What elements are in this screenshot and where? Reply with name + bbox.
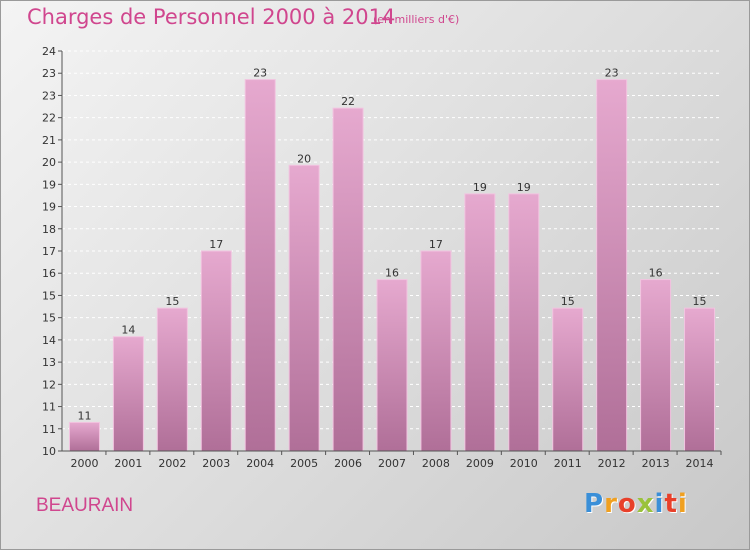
y-tick-label: 14 <box>42 334 56 347</box>
y-tick-label: 12 <box>42 378 56 391</box>
data-label: 14 <box>121 324 135 337</box>
data-label: 17 <box>209 238 223 251</box>
y-tick-label: 22 <box>42 112 56 125</box>
y-tick-label: 17 <box>42 245 56 258</box>
data-label: 15 <box>165 295 179 308</box>
data-label: 16 <box>649 267 663 280</box>
x-tick-label: 2012 <box>598 457 626 470</box>
bar <box>112 336 144 452</box>
data-label: 20 <box>297 152 311 165</box>
axes: 10 11 11 12 13 14 15 15 16 17 18 19 19 20 21 22 23 23 24 20… <box>42 45 722 470</box>
x-tick-label: 2014 <box>686 457 714 470</box>
bar <box>200 250 232 452</box>
y-tick-label: 11 <box>42 423 56 436</box>
x-tick-label: 2003 <box>202 457 230 470</box>
logo-letter: i <box>677 489 688 519</box>
bar <box>552 307 584 452</box>
data-label: 17 <box>429 238 443 251</box>
bars <box>68 79 716 452</box>
y-tick-label: 20 <box>42 156 56 169</box>
bar <box>68 421 100 452</box>
logo-letter: P <box>584 489 605 519</box>
data-label: 23 <box>605 67 619 80</box>
x-tick-label: 2001 <box>114 457 142 470</box>
logo-letter: x <box>636 489 655 519</box>
x-tick-label: 2006 <box>334 457 362 470</box>
bar <box>420 250 452 452</box>
y-tick-label: 19 <box>42 201 56 214</box>
x-tick-label: 2002 <box>158 457 186 470</box>
y-tick-label: 23 <box>42 89 56 102</box>
data-label: 19 <box>473 181 487 194</box>
data-label: 16 <box>385 267 399 280</box>
bar <box>508 193 540 452</box>
data-label: 15 <box>561 295 575 308</box>
data-labels: 11 14 15 17 23 20 22 16 17 19 19 15 23 16 15 <box>77 67 706 423</box>
y-tick-label: 15 <box>42 289 56 302</box>
bar <box>288 164 320 452</box>
data-label: 11 <box>77 409 91 422</box>
chart-subtitle: (en milliers d'€) <box>373 13 460 26</box>
y-tick-label: 23 <box>42 67 56 80</box>
x-tick-label: 2013 <box>642 457 670 470</box>
logo-letter: t <box>664 489 678 519</box>
bar <box>376 279 408 452</box>
x-tick-label: 2009 <box>466 457 494 470</box>
bar <box>464 193 496 452</box>
bar <box>332 107 364 452</box>
x-tick-label: 2011 <box>554 457 582 470</box>
y-tick-label: 18 <box>42 223 56 236</box>
y-tick-label: 21 <box>42 134 56 147</box>
bar <box>640 279 672 452</box>
y-tick-label: 19 <box>42 178 56 191</box>
y-tick-label: 11 <box>42 401 56 414</box>
data-label: 19 <box>517 181 531 194</box>
y-tick-label: 13 <box>42 356 56 369</box>
logo-letter: o <box>617 489 637 519</box>
bar <box>244 79 276 452</box>
bar <box>596 79 628 452</box>
x-tick-label: 2008 <box>422 457 450 470</box>
y-tick-label: 24 <box>42 45 56 58</box>
bar <box>156 307 188 452</box>
chart-title: Charges de Personnel 2000 à 2014 <box>27 5 396 29</box>
y-tick-label: 16 <box>42 267 56 280</box>
commune-name: BEAURAIN <box>36 495 134 516</box>
x-tick-label: 2004 <box>246 457 274 470</box>
y-tick-label: 15 <box>42 312 56 325</box>
x-tick-label: 2010 <box>510 457 538 470</box>
data-label: 15 <box>693 295 707 308</box>
bar <box>684 307 716 452</box>
x-tick-label: 2005 <box>290 457 318 470</box>
y-tick-label: 10 <box>42 445 56 458</box>
proxiti-logo: Proxiti <box>584 489 688 519</box>
logo-letter: i <box>654 489 665 519</box>
logo-letter: r <box>604 489 618 519</box>
x-tick-label: 2007 <box>378 457 406 470</box>
x-tick-label: 2000 <box>70 457 98 470</box>
data-label: 22 <box>341 95 355 108</box>
data-label: 23 <box>253 67 267 80</box>
